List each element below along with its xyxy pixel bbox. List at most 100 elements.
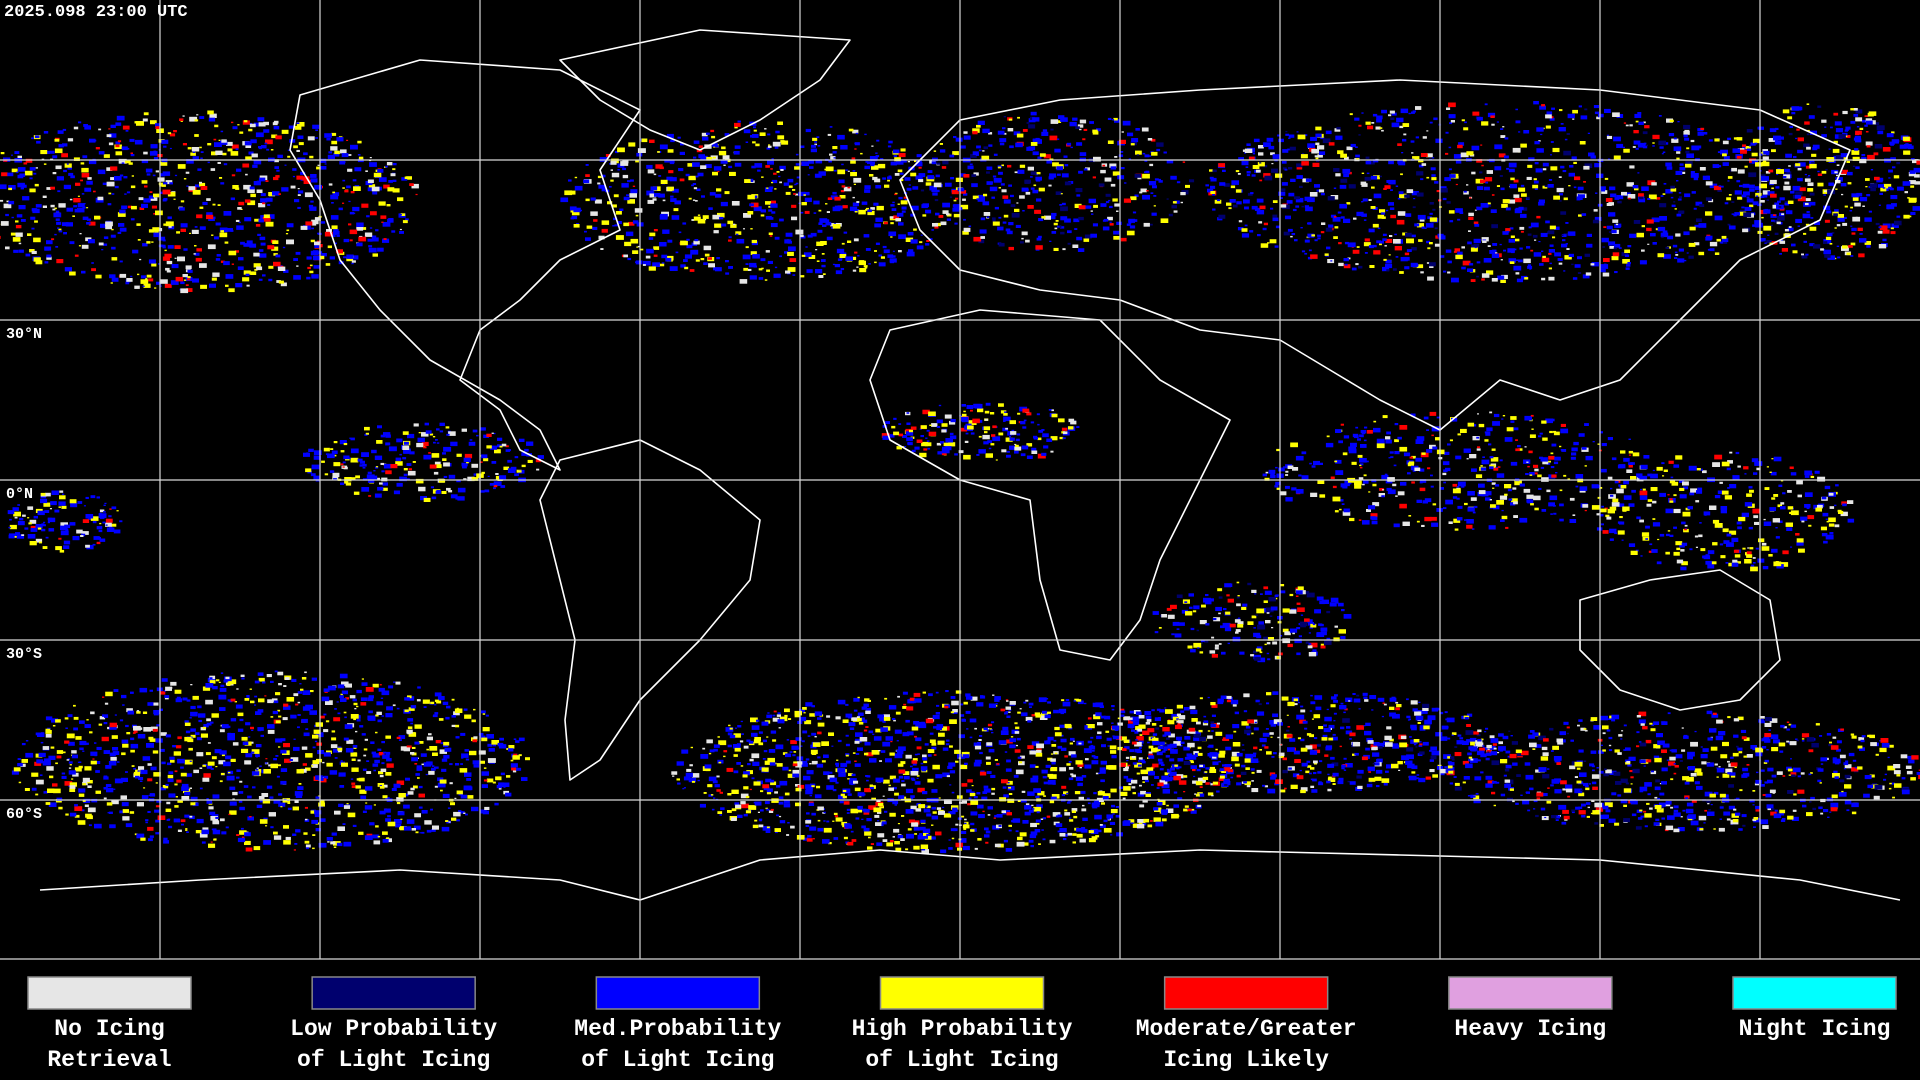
icing-pixel — [1083, 128, 1088, 131]
icing-pixel — [27, 534, 36, 539]
icing-pixel — [1606, 134, 1610, 136]
icing-pixel — [1629, 233, 1637, 238]
icing-pixel — [1571, 156, 1577, 160]
icing-pixel — [1500, 259, 1503, 261]
icing-pixel — [1358, 519, 1362, 521]
icing-pixel — [900, 172, 904, 175]
icing-pixel — [1000, 183, 1005, 186]
icing-pixel — [103, 236, 109, 239]
icing-pixel — [31, 227, 35, 230]
icing-pixel — [356, 222, 364, 227]
icing-pixel — [40, 495, 46, 499]
icing-pixel — [713, 156, 716, 159]
icing-pixel — [350, 144, 358, 150]
icing-pixel — [1421, 226, 1426, 229]
icing-pixel — [1296, 175, 1303, 179]
icing-pixel — [114, 176, 122, 181]
icing-pixel — [734, 126, 738, 129]
icing-pixel — [1774, 202, 1779, 206]
icing-pixel — [250, 193, 256, 198]
icing-pixel — [50, 186, 55, 190]
icing-pixel — [1804, 178, 1811, 182]
icing-pixel — [309, 264, 313, 267]
icing-pixel — [97, 196, 104, 201]
icing-pixel — [701, 132, 708, 137]
icing-pixel — [1407, 472, 1411, 475]
icing-pixel — [1812, 144, 1820, 149]
icing-pixel — [58, 230, 63, 233]
icing-pixel — [333, 454, 337, 457]
icing-pixel — [1513, 194, 1520, 198]
icing-pixel — [1116, 221, 1122, 225]
icing-pixel — [260, 198, 268, 203]
icing-pixel — [1488, 443, 1492, 446]
icing-pixel — [1534, 141, 1540, 145]
icing-pixel — [8, 534, 15, 539]
icing-pixel — [305, 468, 312, 473]
icing-pixel — [1613, 136, 1621, 142]
icing-pixel — [594, 199, 602, 204]
icing-pixel — [1551, 107, 1555, 110]
icing-pixel — [146, 274, 152, 278]
icing-pixel — [1100, 203, 1107, 207]
icing-pixel — [984, 418, 989, 421]
icing-pixel — [911, 205, 919, 211]
icing-pixel — [865, 248, 871, 251]
icing-pixel — [1168, 213, 1173, 217]
icing-pixel — [1366, 172, 1370, 175]
icing-pixel — [1343, 173, 1349, 178]
icing-pixel — [1295, 197, 1304, 203]
icing-pixel — [1367, 125, 1374, 130]
icing-pixel — [461, 462, 468, 467]
icing-pixel — [840, 268, 845, 271]
icing-pixel — [1748, 526, 1753, 530]
icing-pixel — [45, 536, 49, 539]
icing-pixel — [270, 149, 274, 151]
icing-pixel — [1702, 175, 1710, 180]
icing-pixel — [503, 790, 509, 795]
icing-pixel — [1342, 168, 1351, 174]
icing-pixel — [983, 212, 991, 216]
icing-pixel — [820, 259, 826, 262]
icing-pixel — [1382, 489, 1385, 491]
icing-pixel — [1486, 270, 1494, 275]
icing-pixel — [255, 224, 261, 227]
icing-pixel — [48, 755, 56, 760]
icing-pixel — [871, 145, 874, 147]
icing-pixel — [1674, 208, 1677, 210]
icing-pixel — [1382, 415, 1388, 419]
icing-pixel — [175, 276, 184, 282]
icing-pixel — [906, 412, 910, 414]
icing-pixel — [1290, 235, 1293, 238]
icing-pixel — [375, 229, 379, 232]
icing-pixel — [436, 490, 441, 493]
icing-pixel — [162, 246, 166, 249]
icing-pixel — [723, 164, 726, 166]
icing-pixel — [975, 154, 979, 156]
icing-pixel — [1347, 242, 1356, 248]
icing-pixel — [1315, 126, 1322, 131]
icing-pixel — [1385, 263, 1393, 269]
icing-pixel — [514, 456, 519, 459]
icing-pixel — [1395, 495, 1398, 497]
icing-pixel — [1413, 198, 1416, 200]
icing-pixel — [243, 243, 250, 247]
icing-pixel — [1361, 112, 1364, 114]
icing-pixel — [1140, 188, 1147, 193]
icing-pixel — [864, 133, 867, 136]
icing-pixel — [1398, 191, 1404, 195]
icing-pixel — [1815, 507, 1822, 512]
icing-pixel — [56, 176, 64, 181]
icing-pixel — [1821, 119, 1827, 123]
icing-pixel — [1379, 243, 1382, 246]
icing-pixel — [1343, 218, 1351, 223]
icing-pixel — [1741, 194, 1747, 198]
icing-pixel — [1258, 221, 1263, 224]
icing-pixel — [1038, 429, 1044, 433]
icing-pixel — [1681, 542, 1688, 546]
icing-pixel — [338, 772, 346, 777]
icing-pixel — [1373, 159, 1379, 163]
icing-pixel — [1643, 455, 1650, 459]
icing-pixel — [1148, 181, 1157, 186]
icing-pixel — [230, 151, 239, 156]
